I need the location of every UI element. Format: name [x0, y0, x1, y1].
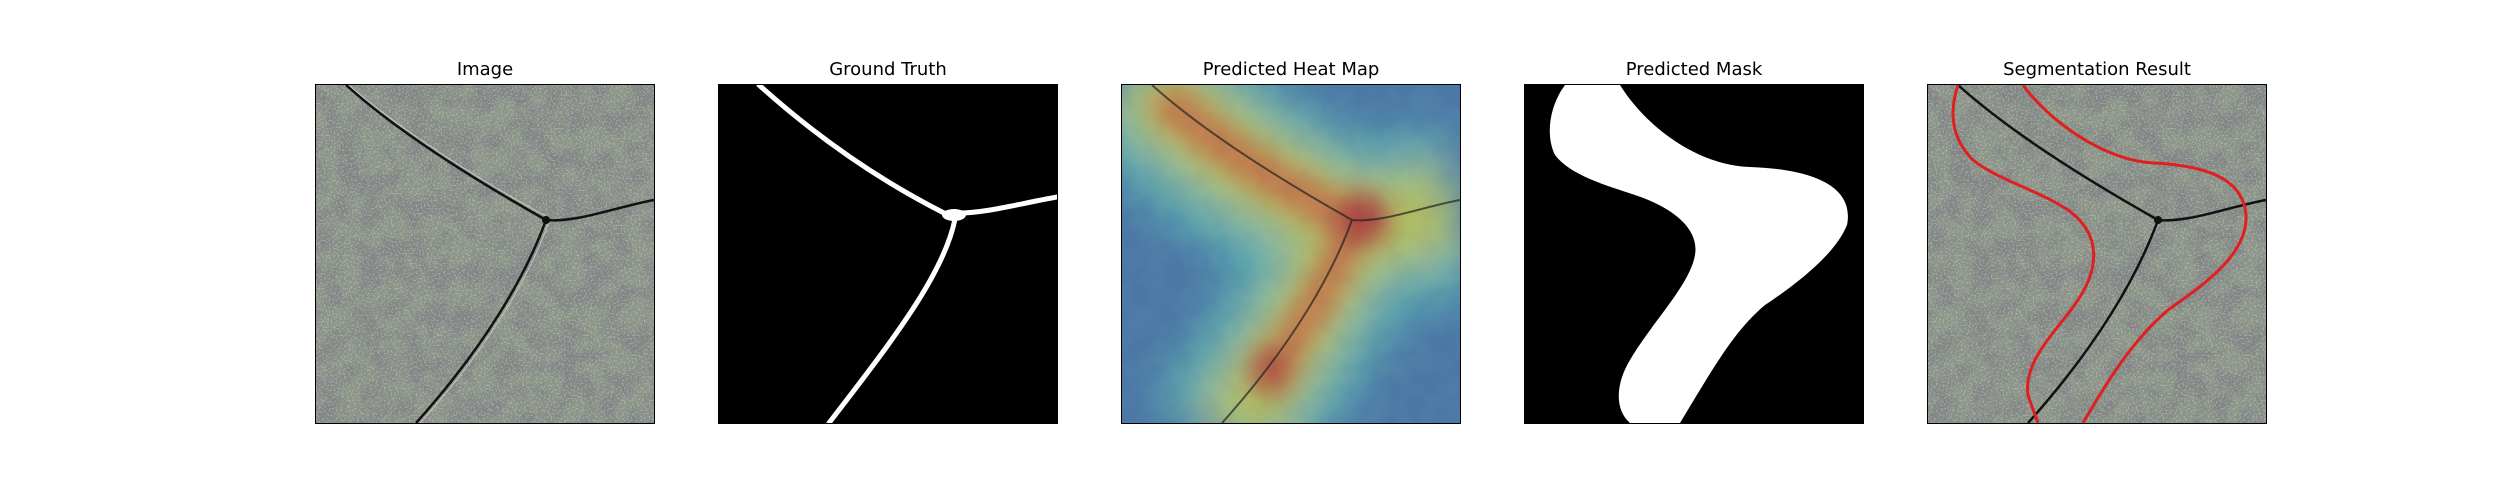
- panel-title: Segmentation Result: [2003, 59, 2191, 80]
- ground-truth-mask: [718, 84, 1058, 424]
- panel-title: Image: [456, 59, 514, 80]
- predicted-mask: [1524, 84, 1864, 424]
- panel-predicted-mask: Predicted Mask: [1524, 0, 1864, 500]
- heat-map-overlay: [1121, 84, 1461, 424]
- crack-lines: [345, 85, 654, 423]
- panel-title: Predicted Mask: [1625, 59, 1763, 80]
- segmentation-contour: [1951, 85, 2248, 423]
- texture-image: [315, 84, 655, 424]
- panel-heat-map: Predicted Heat Map: [1121, 0, 1461, 500]
- panel-segmentation-result: Segmentation Result: [1927, 0, 2267, 500]
- panel-ground-truth: Ground Truth: [718, 0, 1058, 500]
- panel-title: Predicted Heat Map: [1202, 59, 1380, 80]
- panel-title: Ground Truth: [829, 59, 947, 80]
- segmentation-overlay: [1927, 84, 2267, 424]
- panel-image: Image: [315, 0, 655, 500]
